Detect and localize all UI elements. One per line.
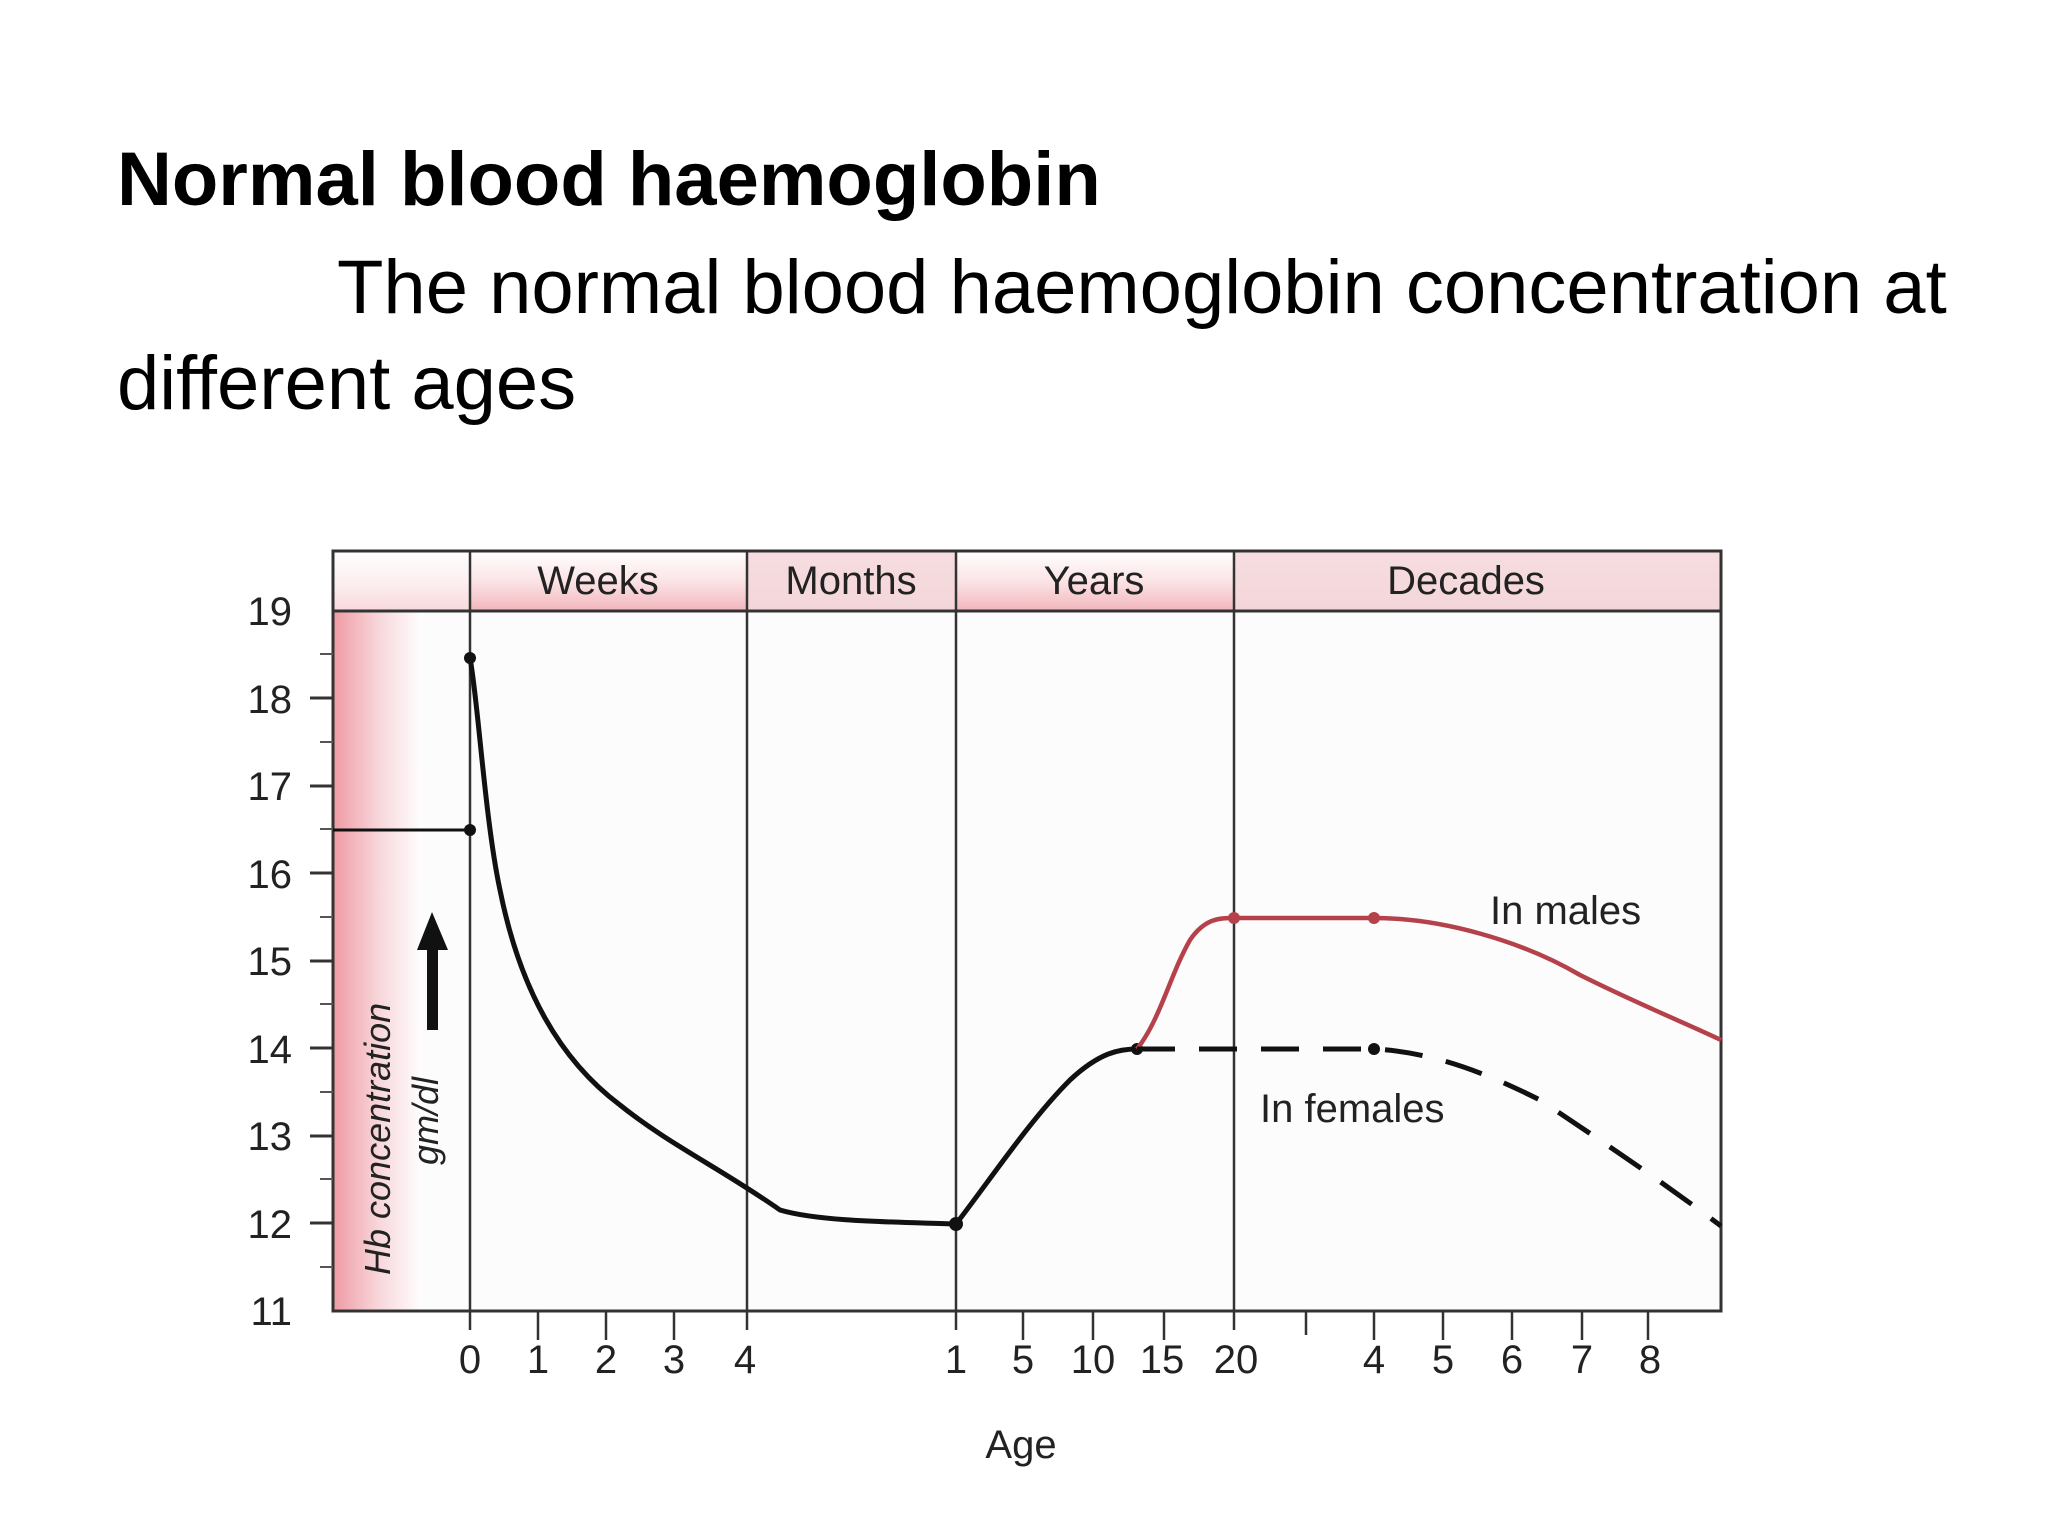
header-years [956, 551, 1234, 611]
females-curve [1137, 1046, 1723, 1228]
y-axis-ticks [310, 696, 333, 1225]
svg-text:12: 12 [248, 1203, 293, 1247]
svg-text:5: 5 [1432, 1338, 1454, 1382]
svg-text:3: 3 [663, 1338, 685, 1382]
svg-text:14: 14 [248, 1028, 293, 1072]
slide-title: Normal blood haemoglobin [117, 137, 1101, 222]
svg-text:8: 8 [1639, 1338, 1661, 1382]
svg-text:6: 6 [1501, 1338, 1523, 1382]
svg-text:15: 15 [1140, 1338, 1185, 1382]
segment-years-label: Years [1044, 559, 1145, 603]
svg-text:4: 4 [734, 1338, 756, 1382]
males-label: In males [1490, 889, 1641, 933]
plot-area [333, 551, 1721, 1311]
slide-subtitle: The normal blood haemoglobin concentrati… [117, 245, 1947, 426]
childhood-curve [467, 657, 1138, 1227]
svg-text:19: 19 [248, 590, 293, 634]
x-axis-ticks [536, 1311, 1650, 1340]
left-band [333, 611, 423, 1311]
segment-months-label: Months [785, 559, 916, 603]
segment-decades-label: Decades [1387, 559, 1545, 603]
svg-text:11: 11 [250, 1290, 292, 1334]
svg-text:5: 5 [1012, 1338, 1034, 1382]
x-axis-labels: 0 1 2 3 4 1 5 10 15 20 4 5 6 7 8 [459, 1338, 1661, 1382]
svg-text:10: 10 [1071, 1338, 1116, 1382]
header-weeks [470, 551, 747, 611]
segment-weeks-label: Weeks [537, 559, 659, 603]
svg-text:1: 1 [527, 1338, 549, 1382]
y-axis-title: Hb concentration [357, 1003, 398, 1275]
svg-text:20: 20 [1214, 1338, 1259, 1382]
females-label: In females [1260, 1087, 1445, 1131]
males-curve [1135, 915, 1722, 1051]
svg-text:1: 1 [945, 1338, 967, 1382]
header-months [747, 551, 956, 611]
svg-text:2: 2 [595, 1338, 617, 1382]
svg-text:0: 0 [459, 1338, 481, 1382]
svg-text:17: 17 [248, 765, 293, 809]
header-decades [1234, 551, 1721, 611]
svg-text:16: 16 [248, 853, 293, 897]
y-axis-labels: 19 18 17 16 15 14 13 12 11 [248, 590, 293, 1334]
svg-text:15: 15 [248, 940, 293, 984]
svg-text:7: 7 [1571, 1338, 1593, 1382]
y-axis-unit: gm/dl [405, 1076, 446, 1165]
svg-text:18: 18 [248, 678, 293, 722]
svg-text:13: 13 [248, 1115, 293, 1159]
svg-text:4: 4 [1363, 1338, 1385, 1382]
up-arrow-icon [417, 912, 448, 1030]
x-axis-title: Age [985, 1423, 1056, 1467]
